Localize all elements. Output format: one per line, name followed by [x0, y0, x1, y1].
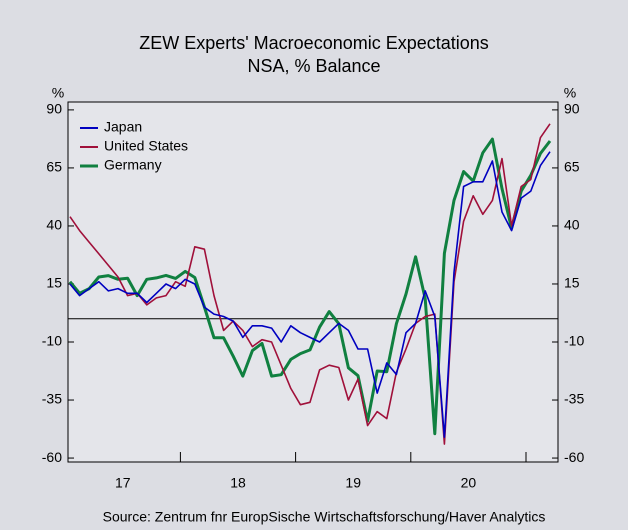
x-tick-label: 20	[461, 475, 477, 491]
series-line	[69, 123, 551, 445]
plot-area	[67, 101, 559, 463]
legend-label: United States	[104, 138, 188, 154]
y-unit-right: %	[564, 85, 576, 101]
y-tick-label: 65	[46, 159, 62, 175]
y-tick-label: 15	[46, 275, 62, 291]
x-tick-label: 18	[230, 475, 246, 491]
y-tick-label-right: -35	[564, 391, 584, 407]
series-line	[69, 151, 551, 438]
y-tick-label: -60	[42, 449, 62, 465]
series-line	[68, 137, 552, 436]
y-tick-label: -10	[42, 333, 62, 349]
source: Source: Zentrum fnr EuropSische Wirtscha…	[103, 509, 546, 525]
y-tick-label-right: 15	[564, 275, 580, 291]
x-tick-label: 19	[345, 475, 361, 491]
y-tick-label-right: -10	[564, 333, 584, 349]
y-tick-label-right: 40	[564, 217, 580, 233]
legend-label: Germany	[104, 157, 162, 173]
y-tick-label: 40	[46, 217, 62, 233]
x-tick-label: 17	[115, 475, 131, 491]
y-tick-label-right: 90	[564, 101, 580, 117]
chart-title: ZEW Experts' Macroeconomic Expectations	[139, 33, 489, 53]
chart-subtitle: NSA, % Balance	[247, 56, 380, 76]
y-unit-left: %	[52, 85, 64, 101]
y-tick-label: -35	[42, 391, 62, 407]
legend-label: Japan	[104, 119, 142, 135]
y-tick-label-right: -60	[564, 449, 584, 465]
y-tick-label: 90	[46, 101, 62, 117]
y-tick-label-right: 65	[564, 159, 580, 175]
